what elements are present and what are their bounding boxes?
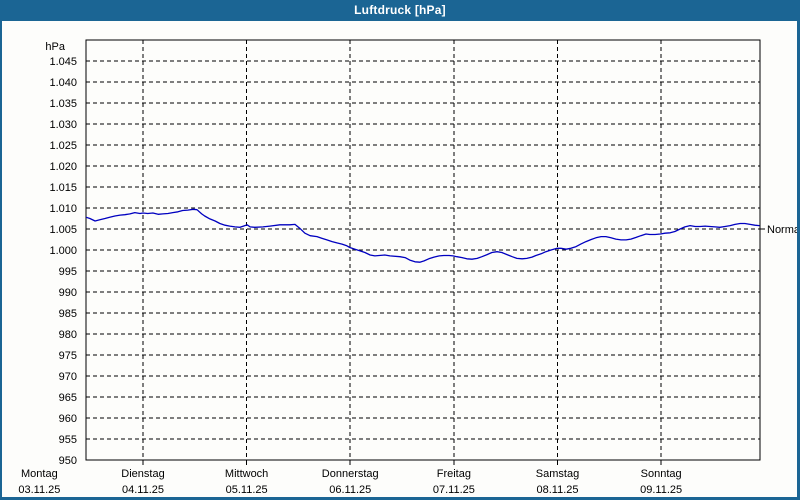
- y-tick-label: 1.035: [49, 98, 77, 110]
- date-label: 05.11.25: [226, 484, 268, 496]
- day-label: Dienstag: [121, 468, 164, 480]
- y-tick-label: 985: [59, 308, 77, 320]
- y-tick-label: 990: [59, 287, 77, 299]
- day-label: Freitag: [437, 468, 471, 480]
- y-tick-label: 1.020: [49, 161, 77, 173]
- y-tick-label: 965: [59, 392, 77, 404]
- y-tick-label: 950: [59, 455, 77, 467]
- y-tick-label: 1.005: [49, 224, 77, 236]
- pressure-chart: 1.045 1.040 1.035 1.030 1.025 1.020 1.015 1.010…: [18, 39, 800, 496]
- y-tick-label: 1.040: [49, 77, 77, 89]
- y-tick-label: 1.025: [49, 140, 77, 152]
- date-label: 03.11.25: [18, 484, 60, 496]
- window-title: Luftdruck [hPa]: [354, 3, 446, 17]
- y-tick-label: 960: [59, 413, 77, 425]
- normal-label: Normal: [767, 224, 797, 236]
- day-label: Donnerstag: [322, 468, 379, 480]
- plot-border: [85, 39, 761, 461]
- y-tick-label: 955: [59, 434, 77, 446]
- y-tick-label: 1.000: [49, 245, 77, 257]
- date-label: 08.11.25: [536, 484, 578, 496]
- date-label: 06.11.25: [329, 484, 371, 496]
- y-tick-label: 1.010: [49, 203, 77, 215]
- y-tick-label: 995: [59, 266, 77, 278]
- pressure-line: [86, 208, 760, 263]
- day-label: Mittwoch: [225, 468, 268, 480]
- chart-area: 1.045 1.040 1.035 1.030 1.025 1.020 1.015 1.010…: [2, 21, 800, 497]
- date-label: 07.11.25: [433, 484, 475, 496]
- titlebar: Luftdruck [hPa]: [0, 0, 800, 21]
- day-label: Montag: [21, 468, 58, 480]
- y-tick-label: 975: [59, 350, 77, 362]
- y-tick-label: 970: [59, 371, 77, 383]
- date-label: 04.11.25: [122, 484, 164, 496]
- day-label: Samstag: [536, 468, 579, 480]
- y-tick-label: 1.015: [49, 182, 77, 194]
- day-label: Sonntag: [641, 468, 682, 480]
- date-label: 09.11.25: [640, 484, 682, 496]
- y-axis-unit-label: hPa: [45, 41, 65, 53]
- y-tick-label: 1.030: [49, 119, 77, 131]
- y-tick-label: 980: [59, 329, 77, 341]
- y-tick-label: 1.045: [49, 56, 77, 68]
